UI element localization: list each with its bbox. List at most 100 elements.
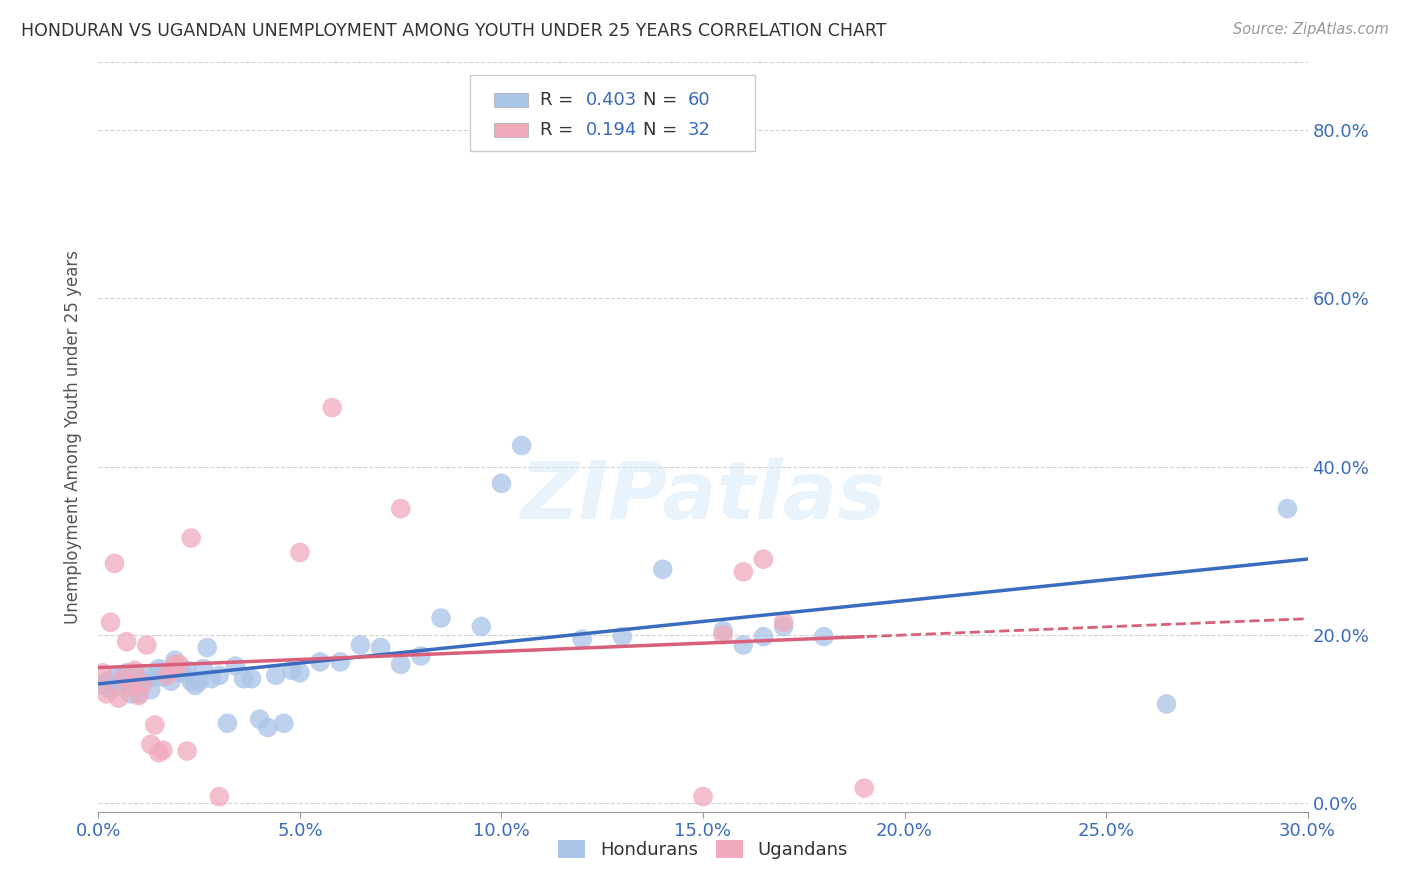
Point	[224, 659, 246, 673]
Point	[156, 668, 179, 682]
Point	[176, 744, 198, 758]
Point	[96, 674, 118, 689]
Point	[160, 674, 183, 689]
Point	[128, 689, 150, 703]
Point	[510, 438, 533, 452]
Point	[124, 665, 146, 680]
Point	[288, 545, 311, 559]
Point	[107, 678, 129, 692]
Point	[180, 674, 202, 689]
Point	[273, 716, 295, 731]
Text: N =: N =	[643, 91, 682, 109]
Point	[200, 672, 222, 686]
Point	[135, 670, 157, 684]
Point	[491, 476, 513, 491]
Point	[1156, 697, 1178, 711]
Point	[107, 691, 129, 706]
Point	[180, 531, 202, 545]
Point	[176, 663, 198, 677]
Point	[1277, 501, 1299, 516]
Point	[163, 657, 186, 672]
Point	[115, 674, 138, 689]
Text: 60: 60	[688, 91, 710, 109]
Point	[124, 663, 146, 677]
Point	[100, 615, 122, 630]
Point	[853, 781, 876, 796]
Point	[132, 677, 155, 691]
Point	[409, 648, 432, 663]
Point	[813, 630, 835, 644]
Text: R =: R =	[540, 91, 579, 109]
Point	[167, 657, 190, 672]
Point	[249, 712, 271, 726]
Point	[772, 619, 794, 633]
Point	[148, 746, 170, 760]
Point	[711, 628, 734, 642]
Point	[132, 674, 155, 689]
Point	[370, 640, 392, 655]
Point	[172, 665, 194, 680]
Point	[128, 687, 150, 701]
Text: ZIPatlas: ZIPatlas	[520, 458, 886, 536]
Point	[772, 615, 794, 630]
Point	[156, 665, 179, 680]
Point	[115, 665, 138, 680]
Text: R =: R =	[540, 121, 585, 139]
Point	[612, 630, 634, 644]
Point	[139, 737, 162, 751]
Point	[96, 687, 118, 701]
Text: N =: N =	[643, 121, 682, 139]
Point	[752, 552, 775, 566]
Point	[217, 716, 239, 731]
Point	[115, 634, 138, 648]
Point	[160, 663, 183, 677]
Point	[309, 655, 332, 669]
Legend: Hondurans, Ugandans: Hondurans, Ugandans	[551, 833, 855, 866]
Point	[733, 565, 755, 579]
Point	[193, 662, 215, 676]
Text: Source: ZipAtlas.com: Source: ZipAtlas.com	[1233, 22, 1389, 37]
Point	[91, 665, 114, 680]
Point	[100, 682, 122, 697]
Point	[752, 630, 775, 644]
Point	[103, 557, 125, 571]
Point	[143, 718, 166, 732]
Point	[135, 638, 157, 652]
Y-axis label: Unemployment Among Youth under 25 years: Unemployment Among Youth under 25 years	[65, 250, 83, 624]
Point	[389, 501, 412, 516]
Point	[143, 670, 166, 684]
Point	[571, 632, 593, 647]
Point	[692, 789, 714, 804]
Point	[195, 640, 218, 655]
Text: 0.194: 0.194	[586, 121, 637, 139]
Text: 32: 32	[688, 121, 710, 139]
Point	[208, 789, 231, 804]
Point	[329, 655, 352, 669]
Point	[148, 662, 170, 676]
Point	[120, 687, 142, 701]
Point	[167, 665, 190, 680]
Point	[232, 672, 254, 686]
Point	[321, 401, 343, 415]
Point	[430, 611, 453, 625]
Point	[152, 743, 174, 757]
Point	[470, 619, 492, 633]
Point	[281, 663, 304, 677]
Bar	[494, 123, 527, 136]
Bar	[494, 93, 527, 107]
Point	[733, 638, 755, 652]
Text: 0.403: 0.403	[586, 91, 637, 109]
Point	[152, 670, 174, 684]
Point	[111, 672, 134, 686]
Point	[120, 680, 142, 694]
Point	[264, 668, 287, 682]
Point	[256, 721, 278, 735]
FancyBboxPatch shape	[470, 75, 755, 151]
Point	[349, 638, 371, 652]
Point	[91, 678, 114, 692]
Point	[288, 665, 311, 680]
Point	[103, 670, 125, 684]
Point	[208, 668, 231, 682]
Point	[139, 682, 162, 697]
Point	[184, 678, 207, 692]
